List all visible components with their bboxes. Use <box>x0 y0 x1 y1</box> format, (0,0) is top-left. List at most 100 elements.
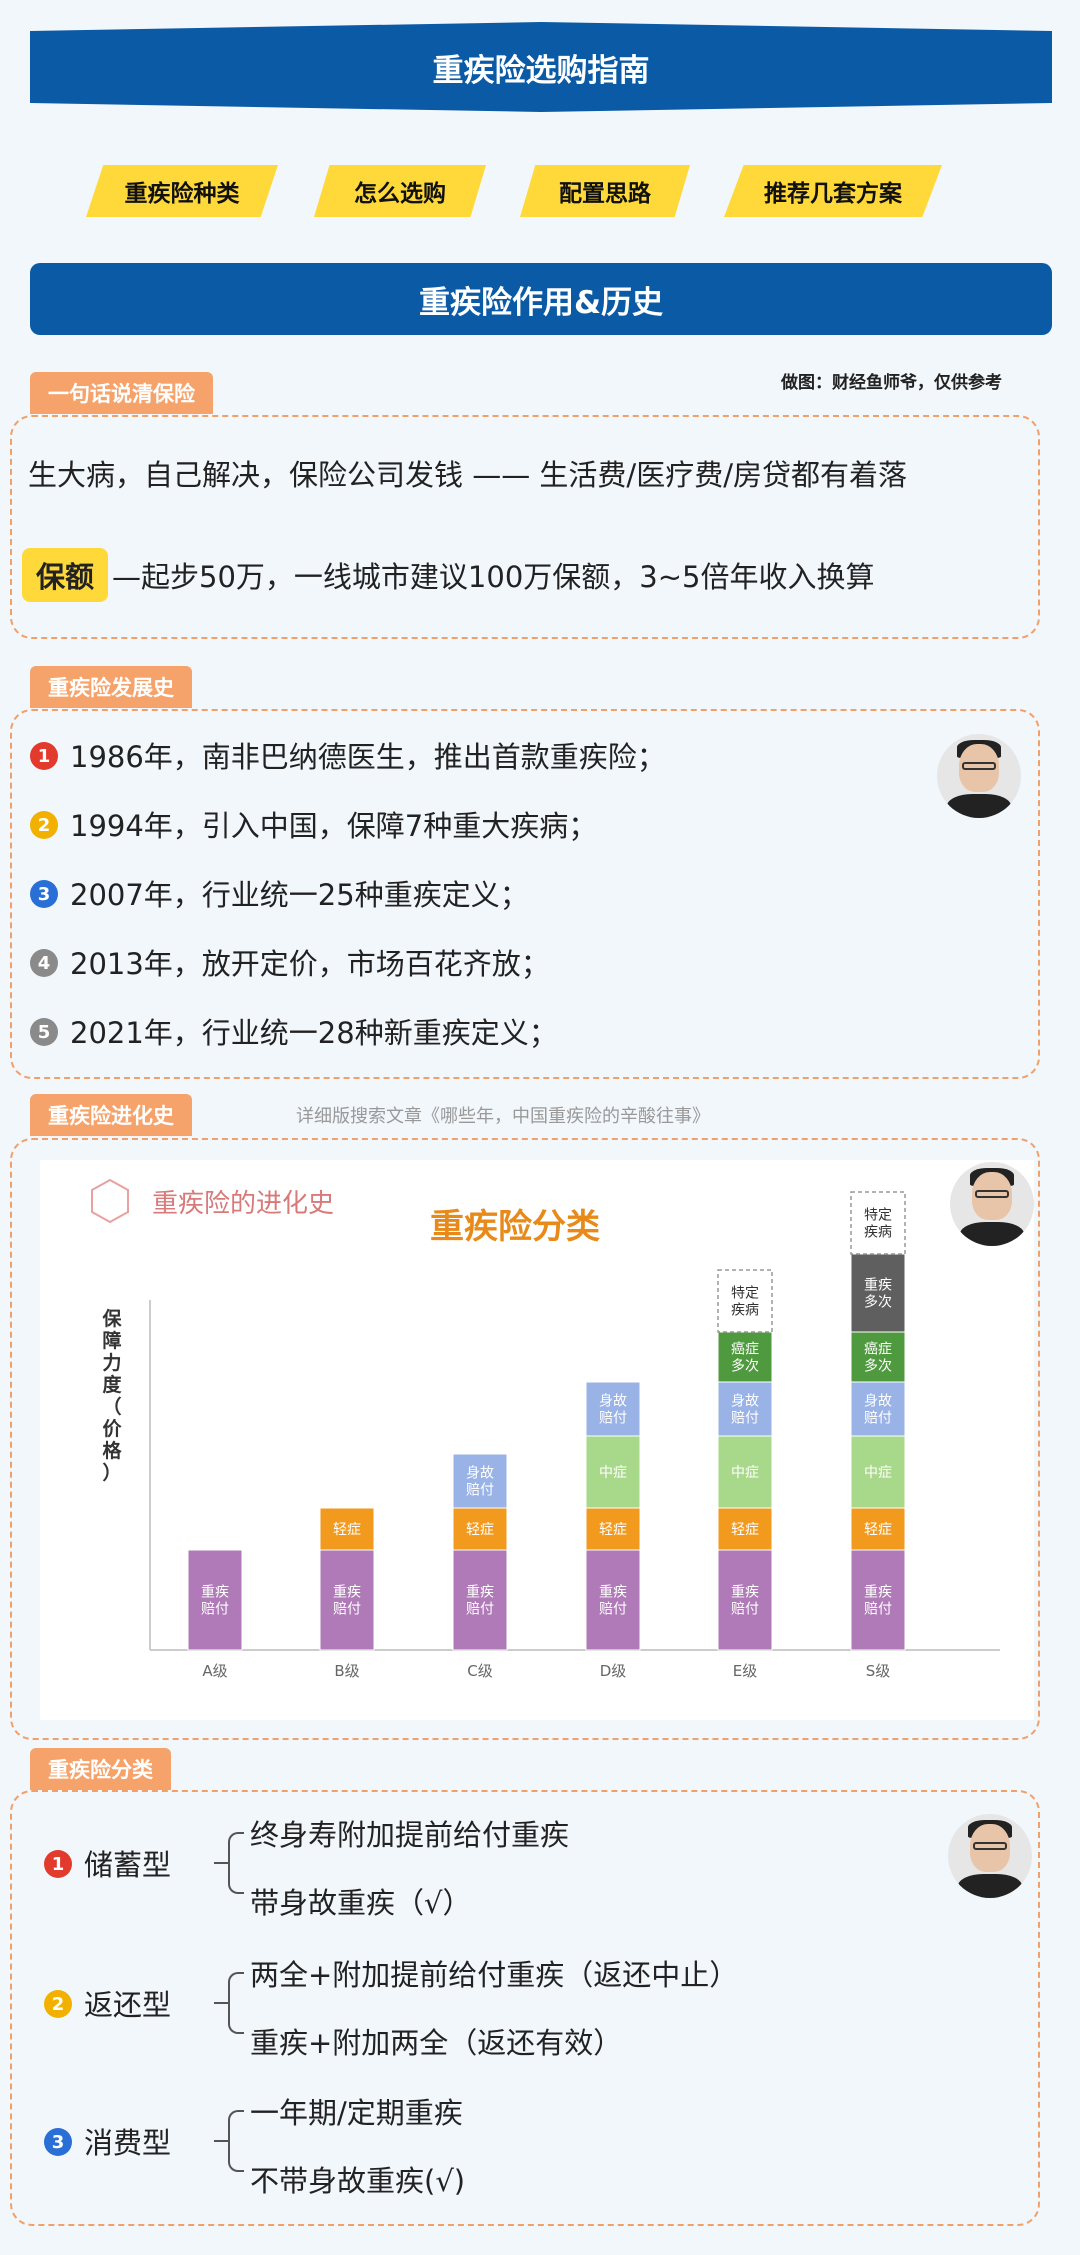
segment-label: 重疾 <box>599 1585 627 1601</box>
segment-label: 身故 <box>466 1466 494 1482</box>
segment-label: 赔付 <box>599 1602 627 1618</box>
number-badge: 2 <box>44 1990 72 2018</box>
brace <box>228 2110 244 2172</box>
evolution-box <box>10 1138 1040 1740</box>
number-badge: 4 <box>30 949 58 977</box>
history-item: 4 2013年，放开定价，市场百花齐放； <box>30 941 550 983</box>
bar-segment <box>850 1191 906 1255</box>
tab-label: 推荐几套方案 <box>764 181 902 207</box>
coverage-highlight: 保额 <box>22 548 109 602</box>
number-badge: 5 <box>30 1018 58 1046</box>
segment-label: 赔付 <box>201 1602 229 1618</box>
history-item: 1 1986年，南非巴纳德医生，推出首款重疾险； <box>30 734 666 776</box>
chart-title: 重疾险分类 <box>430 1207 600 1247</box>
category-label: A级 <box>202 1662 227 1680</box>
history-label-text: 重疾险发展史 <box>48 676 174 700</box>
bar-segment <box>850 1253 906 1333</box>
bar-segment <box>717 1331 773 1383</box>
ylabel-char: 价 <box>102 1418 122 1440</box>
class-type-label: 储蓄型 <box>84 1848 172 1882</box>
tab-types[interactable]: 重疾险种类 <box>86 165 278 217</box>
brace <box>228 1972 244 2034</box>
number-badge: 2 <box>30 811 58 839</box>
bar-segment <box>717 1269 773 1333</box>
category-label: E级 <box>733 1662 757 1680</box>
tab-config[interactable]: 配置思路 <box>520 165 690 217</box>
number-badge: 3 <box>44 2128 72 2156</box>
segment-label: 疾病 <box>864 1225 892 1241</box>
segment-label: 赔付 <box>599 1411 627 1427</box>
evolution-note: 详细版搜索文章《哪些年，中国重疾险的辛酸往事》 <box>296 1106 710 1127</box>
bar-segment <box>585 1381 641 1437</box>
class-item: 不带身故重疾(√) <box>250 2164 466 2198</box>
brace-tick <box>214 2140 228 2142</box>
class-item: 带身故重疾（√） <box>250 1886 472 1920</box>
class-item: 两全+附加提前给付重疾（返还中止） <box>250 1958 739 1992</box>
classification-box <box>10 1790 1040 2226</box>
brace-tick <box>214 2002 228 2004</box>
bar-segment <box>850 1381 906 1437</box>
evolution-chart: 重疾险的进化史 重疾险分类保障力度（价格）重疾 赔付 A级 重疾 赔付 轻症 B级 重疾 赔付 轻症… <box>40 1160 1034 1720</box>
category-label: D级 <box>600 1662 627 1680</box>
tab-how-to-buy[interactable]: 怎么选购 <box>314 165 486 217</box>
bar-segment <box>717 1549 773 1651</box>
class-item: 终身寿附加提前给付重疾 <box>250 1818 570 1852</box>
classification-label-text: 重疾险分类 <box>48 1758 153 1782</box>
segment-label: 身故 <box>731 1394 759 1410</box>
bar-segment <box>585 1435 641 1509</box>
class-type: 3 消费型 <box>44 2120 171 2162</box>
bar-segment <box>319 1549 375 1651</box>
category-label: B级 <box>334 1662 359 1680</box>
segment-label: 中症 <box>731 1465 759 1481</box>
summary-line2-text: —起步50万，一线城市建议100万保额，3~5倍年收入换算 <box>112 560 875 594</box>
ylabel-char: （ <box>102 1395 121 1418</box>
number-badge: 1 <box>44 1850 72 1878</box>
segment-label: 赔付 <box>333 1602 361 1618</box>
segment-label: 赔付 <box>864 1602 892 1618</box>
segment-label: 多次 <box>731 1358 759 1375</box>
classification-label: 重疾险分类 <box>30 1748 171 1790</box>
segment-label: 疾病 <box>731 1303 759 1319</box>
tab-label: 配置思路 <box>559 181 651 207</box>
ylabel-char: 保 <box>101 1307 122 1330</box>
class-item: 一年期/定期重疾 <box>250 2096 463 2130</box>
bar-segment <box>850 1331 906 1383</box>
history-item: 2 1994年，引入中国，保障7种重大疾病； <box>30 803 597 845</box>
author-avatar-3 <box>948 1814 1032 1898</box>
class-type: 1 储蓄型 <box>44 1842 171 1884</box>
summary-label-text: 一句话说清保险 <box>48 382 195 406</box>
history-label: 重疾险发展史 <box>30 666 192 708</box>
category-label: S级 <box>866 1662 891 1680</box>
history-item-text: 1986年，南非巴纳德医生，推出首款重疾险； <box>70 740 666 774</box>
history-item-text: 2013年，放开定价，市场百花齐放； <box>70 947 550 981</box>
class-item: 重疾+附加两全（返还有效） <box>250 2026 623 2060</box>
tab-label: 重疾险种类 <box>124 181 240 207</box>
bar-segment <box>187 1549 243 1651</box>
history-box <box>10 709 1040 1079</box>
segment-label: 中症 <box>599 1465 627 1481</box>
segment-label: 轻症 <box>333 1522 361 1538</box>
segment-label: 重疾 <box>201 1585 229 1601</box>
section-banner: 重疾险作用&历史 <box>30 263 1052 335</box>
bar-segment <box>452 1549 508 1651</box>
segment-label: 赔付 <box>731 1602 759 1618</box>
author-avatar-2 <box>950 1162 1034 1246</box>
segment-label: 轻症 <box>864 1522 892 1538</box>
segment-label: 多次 <box>864 1294 892 1311</box>
summary-label: 一句话说清保险 <box>30 372 213 414</box>
segment-label: 中症 <box>864 1465 892 1481</box>
segment-label: 轻症 <box>599 1522 627 1538</box>
class-type: 2 返还型 <box>44 1982 171 2024</box>
segment-label: 重疾 <box>466 1585 494 1601</box>
segment-label: 重疾 <box>333 1585 361 1601</box>
tab-plans[interactable]: 推荐几套方案 <box>724 165 942 217</box>
page-title-banner: 重疾险选购指南 <box>30 22 1052 112</box>
segment-label: 赔付 <box>731 1411 759 1427</box>
ylabel-char: 力 <box>102 1351 121 1374</box>
number-badge: 3 <box>30 880 58 908</box>
bar-segment <box>319 1507 375 1551</box>
tab-label: 怎么选购 <box>354 181 446 207</box>
bar-segment <box>585 1549 641 1651</box>
segment-label: 赔付 <box>864 1411 892 1427</box>
segment-label: 轻症 <box>466 1522 494 1538</box>
